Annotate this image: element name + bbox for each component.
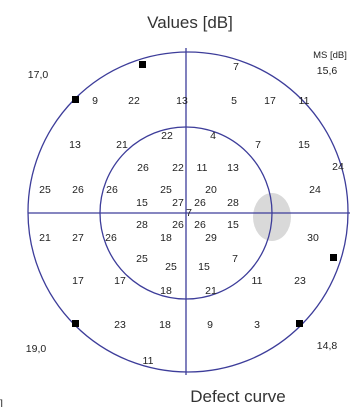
threshold-value: 27 bbox=[172, 197, 184, 209]
threshold-value: 20 bbox=[205, 184, 217, 196]
threshold-value: 25 bbox=[136, 253, 148, 265]
threshold-value: 28 bbox=[136, 219, 148, 231]
defect-marker bbox=[72, 320, 79, 327]
defect-marker bbox=[72, 96, 79, 103]
threshold-value: 26 bbox=[106, 184, 118, 196]
threshold-value: 11 bbox=[143, 355, 154, 367]
threshold-value: 11 bbox=[299, 95, 310, 107]
ms-bottom-left: 19,0 bbox=[26, 343, 47, 355]
defect-marker bbox=[139, 61, 146, 68]
threshold-value: 25 bbox=[39, 184, 51, 196]
edge-bracket: ] bbox=[0, 398, 3, 407]
threshold-value: 15 bbox=[136, 197, 148, 209]
defect-marker bbox=[296, 320, 303, 327]
threshold-value: 24 bbox=[332, 161, 344, 173]
threshold-value: 18 bbox=[160, 285, 172, 297]
threshold-value: 17 bbox=[264, 95, 276, 107]
ms-top-left: 17,0 bbox=[28, 69, 49, 81]
threshold-value: 18 bbox=[160, 232, 172, 244]
defect-curve-title: Defect curve bbox=[190, 387, 285, 406]
threshold-value: 9 bbox=[92, 95, 98, 107]
threshold-value: 23 bbox=[114, 319, 126, 331]
threshold-value: 26 bbox=[194, 197, 206, 209]
threshold-value: 7 bbox=[255, 139, 261, 151]
ms-label: MS [dB] bbox=[313, 50, 347, 61]
threshold-value: 27 bbox=[72, 232, 84, 244]
threshold-value: 13 bbox=[176, 95, 188, 107]
threshold-value: 26 bbox=[194, 219, 206, 231]
threshold-value: 7 bbox=[232, 253, 238, 265]
threshold-value: 25 bbox=[165, 261, 177, 273]
threshold-value: 17 bbox=[114, 275, 126, 287]
threshold-value: 4 bbox=[210, 130, 216, 142]
threshold-value: 13 bbox=[69, 139, 81, 151]
diagram-title: Values [dB] bbox=[147, 13, 233, 32]
threshold-value: 15 bbox=[298, 139, 310, 151]
threshold-value: 28 bbox=[227, 197, 239, 209]
defect-marker bbox=[330, 254, 337, 261]
threshold-value: 3 bbox=[254, 319, 260, 331]
threshold-value: 18 bbox=[159, 319, 171, 331]
ms-top-right: 15,6 bbox=[317, 65, 338, 77]
threshold-value: 30 bbox=[307, 232, 319, 244]
threshold-value: 7 bbox=[233, 61, 239, 73]
threshold-value: 5 bbox=[231, 95, 237, 107]
threshold-value: 17 bbox=[72, 275, 84, 287]
threshold-value: 21 bbox=[116, 139, 128, 151]
threshold-value: 26 bbox=[72, 184, 84, 196]
threshold-value: 21 bbox=[39, 232, 51, 244]
threshold-value: 13 bbox=[227, 162, 239, 174]
threshold-value: 15 bbox=[198, 261, 210, 273]
threshold-value: 29 bbox=[205, 232, 217, 244]
threshold-value: 24 bbox=[309, 184, 321, 196]
threshold-value: 26 bbox=[172, 219, 184, 231]
threshold-value: 25 bbox=[160, 184, 172, 196]
threshold-value: 23 bbox=[294, 275, 306, 287]
threshold-value: 26 bbox=[105, 232, 117, 244]
threshold-value: 7 bbox=[186, 207, 192, 219]
threshold-value: 22 bbox=[128, 95, 140, 107]
outer-field-circle bbox=[27, 51, 349, 373]
threshold-value: 22 bbox=[172, 162, 184, 174]
threshold-value: 11 bbox=[252, 275, 263, 287]
threshold-value: 15 bbox=[227, 219, 239, 231]
threshold-value: 22 bbox=[161, 130, 173, 142]
threshold-value: 26 bbox=[137, 162, 149, 174]
threshold-value: 11 bbox=[197, 162, 208, 174]
threshold-value: 9 bbox=[207, 319, 213, 331]
threshold-value: 21 bbox=[205, 285, 217, 297]
ms-bottom-right: 14,8 bbox=[317, 340, 338, 352]
